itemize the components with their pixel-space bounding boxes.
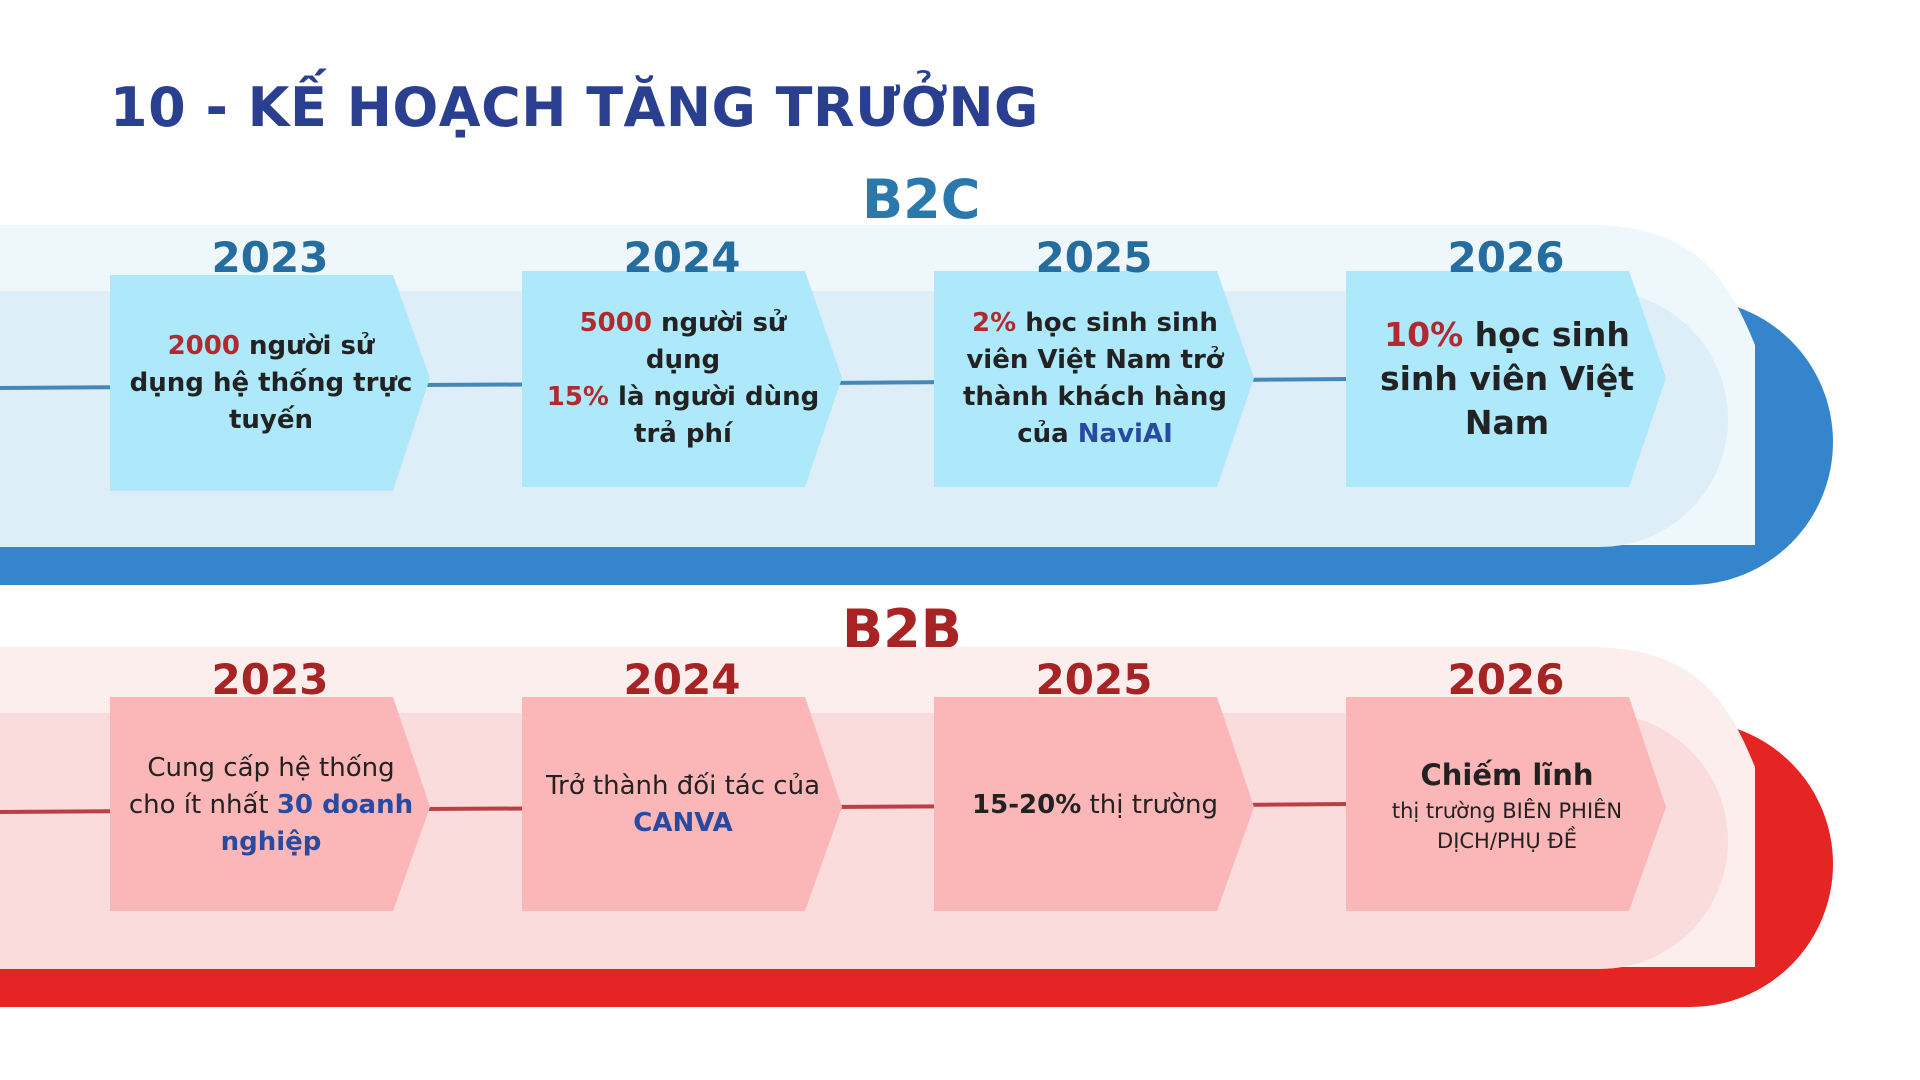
b2b-milestone-2025: 15-20% thị trường: [934, 697, 1296, 913]
b2b-2026-heading: Chiếm lĩnh: [1420, 758, 1594, 792]
b2b-milestone-2024: Trở thành đối tác của CANVA: [522, 697, 884, 913]
b2c-2025-brand: NaviAI: [1077, 419, 1173, 449]
b2b-year-2024: 2024: [623, 655, 741, 704]
b2b-timeline-band: 2023 2024 2025 2026 Cung cấp hệ thống ch…: [0, 647, 1920, 1007]
b2b-2025-highlight: 15-20%: [972, 789, 1082, 820]
b2b-year-2026: 2026: [1447, 655, 1565, 704]
b2c-2024-highlight: 5000: [579, 308, 652, 338]
b2c-2024-text: người sử dụng: [645, 308, 787, 375]
b2c-section-label: B2C: [862, 168, 981, 231]
b2c-milestone-2026: 10% học sinh sinh viên Việt Nam: [1346, 271, 1708, 487]
b2b-2024-brand: CANVA: [633, 808, 733, 838]
b2c-year-2025: 2025: [1035, 233, 1153, 282]
b2c-2023-text: người sử dụng hệ thống trực tuyến: [129, 330, 413, 435]
b2c-2025-highlight: 2%: [972, 308, 1017, 338]
b2b-2025-text: thị trường: [1081, 789, 1218, 820]
b2c-2026-text: học sinh sinh viên Việt Nam: [1379, 315, 1635, 442]
b2b-2023-text: Cung cấp hệ thống cho ít nhất: [128, 752, 395, 820]
b2b-milestone-2023: Cung cấp hệ thống cho ít nhất 30 doanh n…: [110, 697, 472, 913]
b2c-year-2023: 2023: [211, 233, 329, 282]
b2c-2024-highlight-2: 15%: [546, 382, 609, 412]
b2c-2026-highlight: 10%: [1384, 315, 1464, 354]
b2b-2024-text: Trở thành đối tác của: [545, 771, 821, 801]
b2b-year-2023: 2023: [211, 655, 329, 704]
b2b-year-2025: 2025: [1035, 655, 1153, 704]
b2b-2026-text: thị trường BIÊN PHIÊN DỊCH/PHỤ ĐỀ: [1391, 799, 1623, 853]
b2c-band-shape: [0, 225, 1833, 585]
b2b-milestone-2026: Chiếm lĩnh thị trường BIÊN PHIÊN DỊCH/PH…: [1346, 697, 1708, 913]
b2b-2023-brand: 30 doanh nghiệp: [220, 789, 414, 857]
b2c-milestone-2024: 5000 người sử dụng 15% là người dùng trả…: [522, 271, 884, 487]
b2b-band-shape: [0, 647, 1833, 1007]
b2c-2025-text: học sinh sinh viên Việt Nam trở thành kh…: [962, 308, 1228, 449]
b2c-2024-text-2: là người dùng trả phí: [608, 382, 820, 449]
b2c-timeline-band: 2023 2024 2025 2026 2000 người sử dụng h…: [0, 225, 1920, 585]
b2c-milestone-2025: 2% học sinh sinh viên Việt Nam trở thành…: [934, 271, 1296, 487]
b2c-year-2024: 2024: [623, 233, 741, 282]
b2c-milestone-2023: 2000 người sử dụng hệ thống trực tuyến: [110, 275, 472, 491]
b2c-2023-highlight: 2000: [167, 330, 240, 361]
b2c-year-2026: 2026: [1447, 233, 1565, 282]
page-title: 10 - KẾ HOẠCH TĂNG TRƯỞNG: [110, 76, 1039, 139]
